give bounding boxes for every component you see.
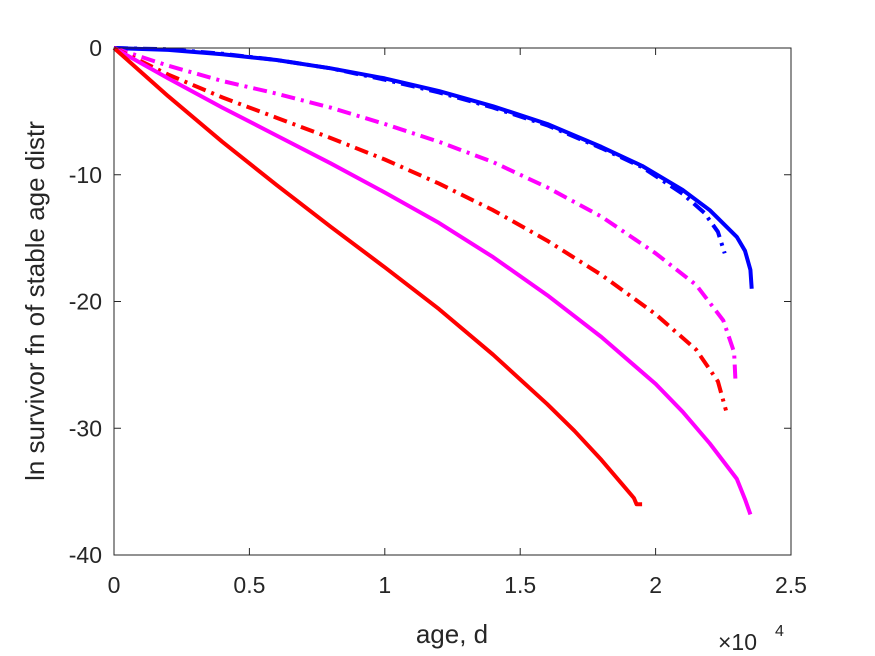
plot-area <box>114 48 791 555</box>
x-tick-label: 0.5 <box>233 572 265 598</box>
x-exponent-label: ×10 <box>718 629 757 655</box>
x-tick-label: 1.5 <box>504 572 536 598</box>
y-axis-label: ln survivor fn of stable age distr <box>20 121 50 481</box>
series-line-2 <box>113 46 727 254</box>
series-line-4 <box>113 46 728 412</box>
x-tick-label: 2.5 <box>775 572 807 598</box>
y-tick-label: -30 <box>69 415 102 441</box>
y-tick-label: 0 <box>89 35 102 61</box>
series-layer <box>112 46 754 516</box>
x-axis-label: age, d <box>416 619 488 649</box>
series-line-6 <box>112 46 643 507</box>
x-tick-label: 0 <box>108 572 121 598</box>
x-exponent-power: 4 <box>775 623 784 640</box>
y-tick-label: -10 <box>69 162 102 188</box>
x-ticks: 0 0.5 1 1.5 2 2.5 <box>108 48 807 598</box>
y-tick-label: -20 <box>69 289 102 315</box>
x-tick-label: 2 <box>649 572 662 598</box>
x-tick-label: 1 <box>378 572 391 598</box>
series-line-5 <box>113 46 753 516</box>
y-tick-label: -40 <box>69 542 102 568</box>
y-ticks: 0 -10 -20 -30 -40 <box>69 35 791 568</box>
